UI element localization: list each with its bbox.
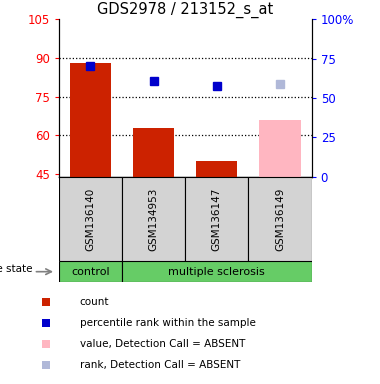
Bar bbox=[260, 120, 301, 177]
Bar bbox=[122, 261, 312, 282]
Text: control: control bbox=[71, 266, 110, 277]
Text: disease state: disease state bbox=[0, 264, 32, 274]
Text: rank, Detection Call = ABSENT: rank, Detection Call = ABSENT bbox=[80, 361, 240, 371]
Bar bbox=[59, 177, 122, 261]
Text: percentile rank within the sample: percentile rank within the sample bbox=[80, 318, 256, 328]
Bar bbox=[70, 63, 111, 177]
Bar bbox=[133, 127, 174, 177]
Text: count: count bbox=[80, 297, 109, 307]
Text: multiple sclerosis: multiple sclerosis bbox=[168, 266, 265, 277]
Text: GSM136149: GSM136149 bbox=[275, 187, 285, 251]
Bar bbox=[185, 177, 249, 261]
Text: GSM136147: GSM136147 bbox=[212, 187, 222, 251]
Text: GSM134953: GSM134953 bbox=[149, 187, 159, 251]
Bar bbox=[122, 177, 185, 261]
Text: GSM136140: GSM136140 bbox=[86, 187, 95, 250]
Bar bbox=[196, 161, 238, 177]
Bar bbox=[59, 261, 122, 282]
Bar bbox=[249, 177, 312, 261]
Text: value, Detection Call = ABSENT: value, Detection Call = ABSENT bbox=[80, 339, 245, 349]
Title: GDS2978 / 213152_s_at: GDS2978 / 213152_s_at bbox=[97, 2, 273, 18]
